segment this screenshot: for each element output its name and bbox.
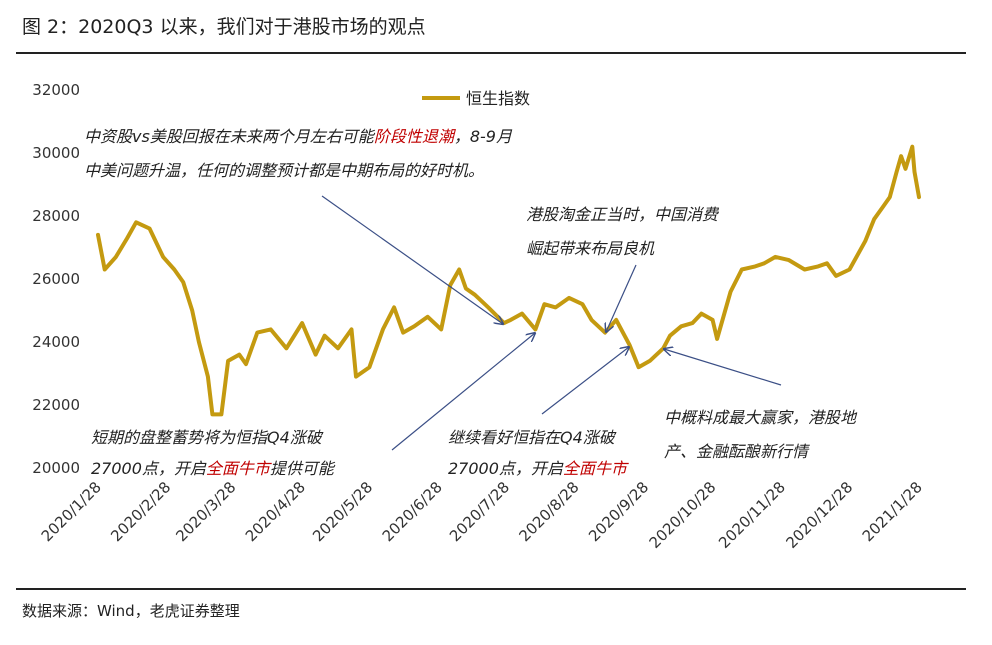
x-tick-label: 2020/12/28 <box>782 478 856 552</box>
annotation-line: 中概料成最大赢家，港股地 <box>664 408 858 427</box>
bottom-rule <box>16 588 966 590</box>
annotation-segment: 27000点，开启 <box>91 459 207 478</box>
annotation-segment: 全面牛市 <box>206 459 272 478</box>
annotation-arrow <box>321 195 503 324</box>
x-tick-label: 2020/11/28 <box>715 478 789 552</box>
y-tick-label: 28000 <box>32 207 80 225</box>
figure-title: 图 2：2020Q3 以来，我们对于港股市场的观点 <box>22 16 426 38</box>
annotation-line: 中美问题升温，任何的调整预计都是中期布局的好时机。 <box>84 161 484 180</box>
y-tick-label: 32000 <box>32 81 80 99</box>
x-tick-label: 2020/9/28 <box>585 478 652 545</box>
annotation-line: 崛起带来布局良机 <box>526 239 655 258</box>
top-rule <box>16 52 966 54</box>
annotation-segment: 27000点，开启 <box>448 459 564 478</box>
annotation-line: 中资股vs美股回报在未来两个月左右可能阶段性退潮，8-9月 <box>84 127 513 146</box>
annotation-segment: 中概料成最大赢家，港股地 <box>664 408 858 427</box>
annotation-segment: 短期的盘整蓄势将为恒指Q4涨破 <box>91 428 324 447</box>
annotation-arrow <box>664 349 782 386</box>
annotation-line: 继续看好恒指在Q4涨破 <box>448 428 617 447</box>
annotation-line: 27000点，开启全面牛市提供可能 <box>91 459 336 478</box>
x-tick-label: 2020/6/28 <box>379 478 446 545</box>
y-tick-label: 20000 <box>32 459 80 477</box>
source-note: 数据来源：Wind，老虎证券整理 <box>22 602 240 620</box>
annotation-segment: 产、金融酝酿新行情 <box>664 442 810 461</box>
y-tick-label: 30000 <box>32 144 80 162</box>
annotation-segment: 提供可能 <box>270 459 336 478</box>
x-tick-label: 2020/7/28 <box>446 478 513 545</box>
annotation-line: 27000点，开启全面牛市 <box>448 459 629 478</box>
x-tick-label: 2020/5/28 <box>309 478 376 545</box>
annotation-segment: 全面牛市 <box>563 459 629 478</box>
annotation-segment: 继续看好恒指在Q4涨破 <box>448 428 617 447</box>
legend-label: 恒生指数 <box>466 89 530 108</box>
y-tick-label: 24000 <box>32 333 80 351</box>
y-tick-label: 22000 <box>32 396 80 414</box>
x-tick-label: 2020/4/28 <box>242 478 309 545</box>
annotation-arrow <box>541 347 629 415</box>
x-tick-label: 2020/8/28 <box>516 478 583 545</box>
annotation-segment: 崛起带来布局良机 <box>526 239 655 258</box>
x-tick-label: 2020/10/28 <box>646 478 720 552</box>
x-tick-label: 2020/1/28 <box>38 478 105 545</box>
legend: 恒生指数 <box>422 89 530 108</box>
annotation-segment: 中资股vs美股回报在未来两个月左右可能 <box>84 127 376 146</box>
annotation-segment: 中美问题升温，任何的调整预计都是中期布局的好时机。 <box>84 161 484 180</box>
annotation-line: 短期的盘整蓄势将为恒指Q4涨破 <box>91 428 324 447</box>
annotation-line: 港股淘金正当时，中国消费 <box>526 205 720 224</box>
x-tick-label: 2020/2/28 <box>107 478 174 545</box>
annotation-arrow <box>606 264 637 332</box>
annotation-note: 继续看好恒指在Q4涨破 27000点，开启全面牛市 <box>448 428 629 478</box>
annotation-arrow <box>391 333 535 451</box>
annotation-note: 中资股vs美股回报在未来两个月左右可能阶段性退潮，8-9月中美问题升温，任何的调… <box>84 127 513 180</box>
y-tick-label: 26000 <box>32 270 80 288</box>
annotation-segment: ，8-9月 <box>454 127 513 146</box>
x-tick-label: 2021/1/28 <box>859 478 926 545</box>
x-tick-label: 2020/3/28 <box>172 478 239 545</box>
annotation-segment: 港股淘金正当时，中国消费 <box>526 205 720 224</box>
annotation-segment: 阶段性退潮 <box>374 127 457 146</box>
series-line-hsi <box>96 144 921 417</box>
annotation-arrows <box>321 195 782 451</box>
annotation-note: 短期的盘整蓄势将为恒指Q4涨破 27000点，开启全面牛市提供可能 <box>91 428 336 478</box>
annotation-line: 产、金融酝酿新行情 <box>664 442 810 461</box>
